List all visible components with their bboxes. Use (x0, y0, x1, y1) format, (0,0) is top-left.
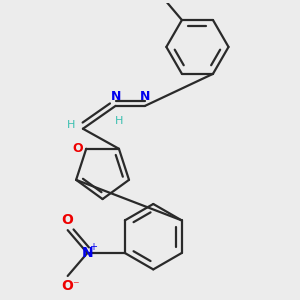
Text: H: H (115, 116, 123, 126)
Text: O: O (72, 142, 83, 155)
Text: H: H (66, 121, 75, 130)
Text: N: N (82, 246, 93, 260)
Text: O: O (62, 279, 74, 293)
Text: ⁻: ⁻ (73, 279, 79, 292)
Text: +: + (89, 242, 97, 252)
Text: O: O (62, 213, 74, 227)
Text: N: N (110, 90, 121, 103)
Text: N: N (140, 90, 150, 103)
